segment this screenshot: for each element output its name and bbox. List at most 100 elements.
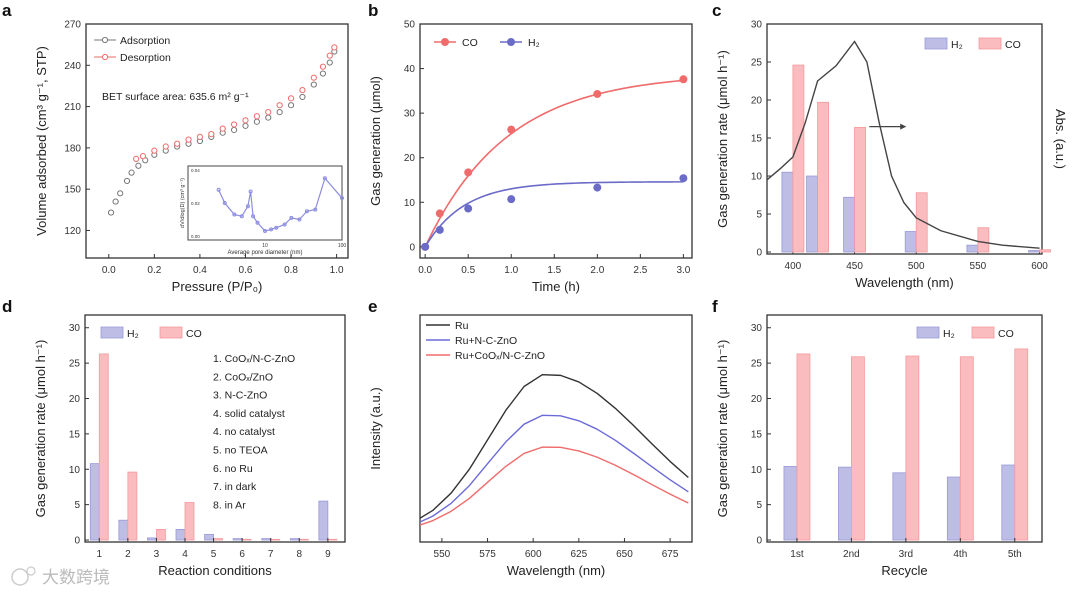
legend-marker	[441, 38, 449, 46]
h2-bar	[118, 519, 129, 541]
panel-c: c 0 5 10 15 20 25 30 400 450 500 550 600 Wavelength (…	[712, 1, 1068, 290]
inset-point	[297, 217, 302, 222]
inset-y-tick-label: 0.04	[191, 168, 200, 173]
panel-label: e	[368, 297, 377, 316]
x-tick-label: 0.0	[102, 265, 116, 276]
x-tick-label: 2.0	[590, 265, 604, 276]
co-bar	[98, 353, 109, 541]
y-tick-label: 5	[756, 210, 762, 221]
x-tick-label: 0.8	[284, 265, 298, 276]
x-tick-label: 3rd	[899, 549, 913, 560]
legend-label: Adsorption	[120, 35, 170, 47]
adsorption-point	[310, 81, 317, 88]
inset-point	[304, 209, 309, 214]
watermark: 大数跨境	[11, 566, 110, 587]
legend-label: H₂	[951, 39, 963, 51]
x-axis-label: Wavelength (nm)	[855, 275, 954, 290]
inset-point	[232, 212, 237, 217]
h2-data-point	[593, 183, 602, 192]
h2-bar	[147, 537, 157, 541]
legend-swatch	[100, 326, 124, 339]
y-tick-label: 0	[756, 536, 762, 547]
y-tick-label: 30	[404, 109, 416, 120]
x-tick-label: 9	[325, 549, 331, 560]
co-bar	[156, 529, 166, 541]
desorption-point	[196, 133, 204, 140]
legend-swatch	[971, 326, 995, 339]
legend-swatch	[924, 37, 948, 50]
inset-point	[245, 204, 250, 209]
inset-point	[222, 201, 227, 205]
y-tick-label: 25	[751, 359, 763, 370]
x-tick-label: 500	[908, 261, 925, 272]
panel-label: b	[368, 1, 378, 20]
legend-label: Desorption	[120, 52, 171, 64]
adsorption-point	[112, 198, 119, 205]
y-axis-label: Gas generation (μmol)	[368, 76, 383, 206]
y-tick-label: 180	[64, 143, 81, 154]
x-tick-label: 3	[154, 549, 160, 560]
desorption-point	[133, 155, 140, 162]
legend-label: H₂	[528, 37, 540, 49]
co-fit-curve	[424, 79, 684, 248]
x-tick-label: 550	[970, 261, 987, 272]
pore-size-inset: 10 100 0.00 0.02 0.04 Average pore diameter (…	[180, 165, 347, 256]
x-axis-label: Pressure (P/P₀)	[172, 279, 263, 294]
adsorption-point	[299, 93, 306, 101]
condition-list-item: 7. in dark	[213, 481, 257, 493]
adsorption-point	[253, 118, 260, 125]
desorption-point	[253, 113, 260, 120]
y-tick-label: 10	[751, 172, 763, 183]
adsorption-point	[117, 190, 124, 197]
condition-list-item: 3. N-C-ZnO	[213, 390, 267, 402]
x-tick-label: 6	[239, 549, 245, 560]
desorption-point	[162, 143, 169, 150]
desorption-point	[242, 117, 249, 124]
inset-frame	[187, 165, 343, 241]
y2-axis-label: Abs. (a.u.)	[1053, 109, 1068, 169]
adsorption-point	[287, 102, 295, 109]
co-data-point	[507, 125, 516, 134]
legend-label: CO	[462, 37, 478, 49]
inset-y-tick-label: 0.02	[191, 201, 200, 206]
x-tick-label: 8	[297, 549, 303, 560]
y-tick-label: 30	[751, 323, 763, 334]
condition-list-item: 6. no Ru	[213, 463, 253, 475]
h2-bar	[318, 500, 329, 541]
y-axis-label: Gas generation rate (μmol h⁻¹)	[715, 340, 730, 518]
adsorption-point	[326, 59, 333, 66]
y-tick-label: 10	[751, 465, 763, 476]
h2-bar	[1001, 464, 1016, 541]
h2-data-point	[679, 174, 688, 183]
y-tick-label: 120	[64, 226, 81, 237]
panel-e: e 550 575 600 625 650 675 Wavelength (nm) Intens…	[368, 297, 693, 578]
h2-bar	[781, 171, 794, 253]
co-data-point	[593, 89, 602, 98]
x-tick-label: 2	[125, 549, 131, 560]
legend-label: CO	[186, 328, 202, 340]
x-tick-label: 650	[616, 549, 633, 560]
h2-bar	[89, 463, 100, 541]
x-tick-label: 575	[479, 549, 496, 560]
desorption-point	[230, 121, 238, 128]
desorption-point	[151, 147, 158, 154]
adsorption-point	[265, 114, 272, 121]
co-bar	[792, 64, 805, 253]
emission-curve	[420, 446, 689, 526]
co-bar	[817, 101, 829, 253]
legend-label: Ru+N-C-ZnO	[455, 335, 517, 347]
desorption-point	[208, 131, 215, 138]
desorption-point	[331, 44, 338, 51]
desorption-point	[185, 136, 192, 143]
inset-point	[251, 214, 256, 219]
legend-label: CO	[998, 328, 1014, 340]
y-tick-label: 5	[74, 500, 80, 511]
y-tick-label: 0	[756, 248, 762, 259]
x-tick-label: 1st	[790, 549, 804, 560]
x-tick-label: 0.2	[147, 265, 161, 276]
plot-frame	[84, 314, 346, 543]
inset-x-tick-label: 100	[338, 243, 347, 249]
y-tick-label: 50	[404, 20, 416, 31]
